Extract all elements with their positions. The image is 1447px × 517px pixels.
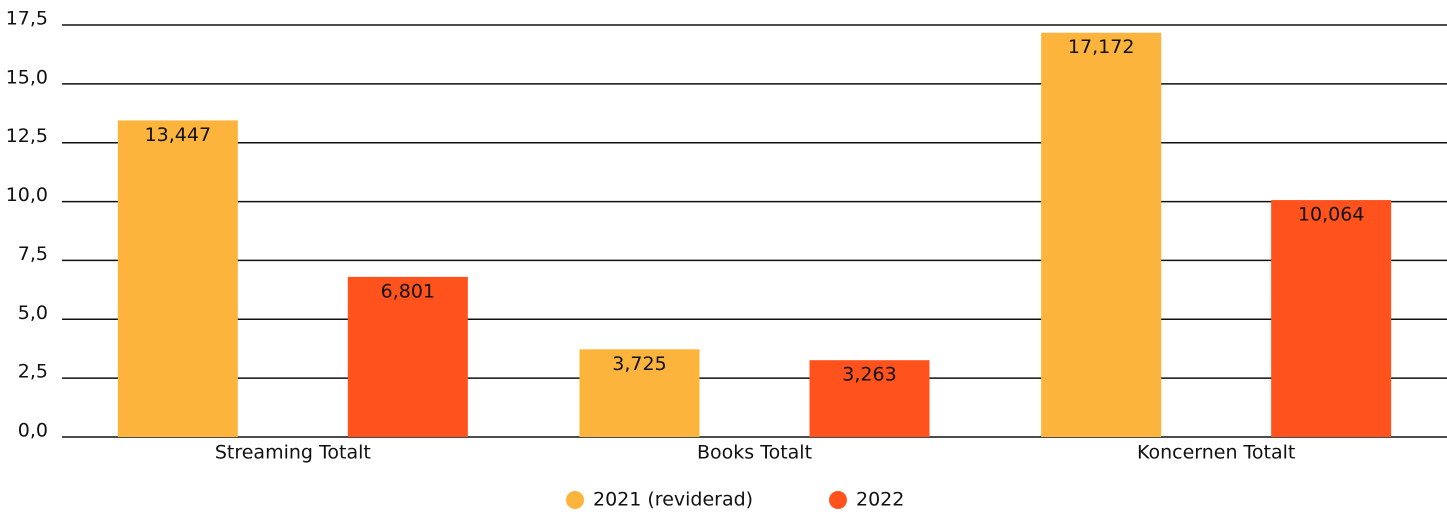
y-tick-label: 17,5 [6,8,48,30]
bar [347,276,468,437]
x-tick-label: Koncernen Totalt [1137,442,1295,464]
legend-swatch [829,491,847,509]
y-tick-label: 12,5 [6,125,48,147]
y-tick-label: 15,0 [6,66,48,88]
legend-label: 2021 (reviderad) [593,489,753,511]
y-tick-label: 0,0 [18,420,48,442]
value-label: 13,447 [145,124,211,146]
value-label: 17,172 [1068,36,1134,58]
value-label: 3,263 [842,364,896,386]
y-tick-label: 2,5 [18,361,48,383]
y-tick-label: 5,0 [18,302,48,324]
x-tick-label: Books Totalt [697,442,812,464]
value-label: 10,064 [1298,204,1364,226]
legend-swatch [566,491,584,509]
bar [1271,200,1392,437]
y-tick-label: 7,5 [18,243,48,265]
bar [809,360,930,437]
bar [579,349,700,437]
bar [1041,32,1162,438]
value-label: 6,801 [381,280,435,302]
bar [117,120,238,438]
y-tick-label: 10,0 [6,184,48,206]
legend-label: 2022 [856,489,904,511]
x-tick-label: Streaming Totalt [215,442,371,464]
value-label: 3,725 [612,353,666,375]
